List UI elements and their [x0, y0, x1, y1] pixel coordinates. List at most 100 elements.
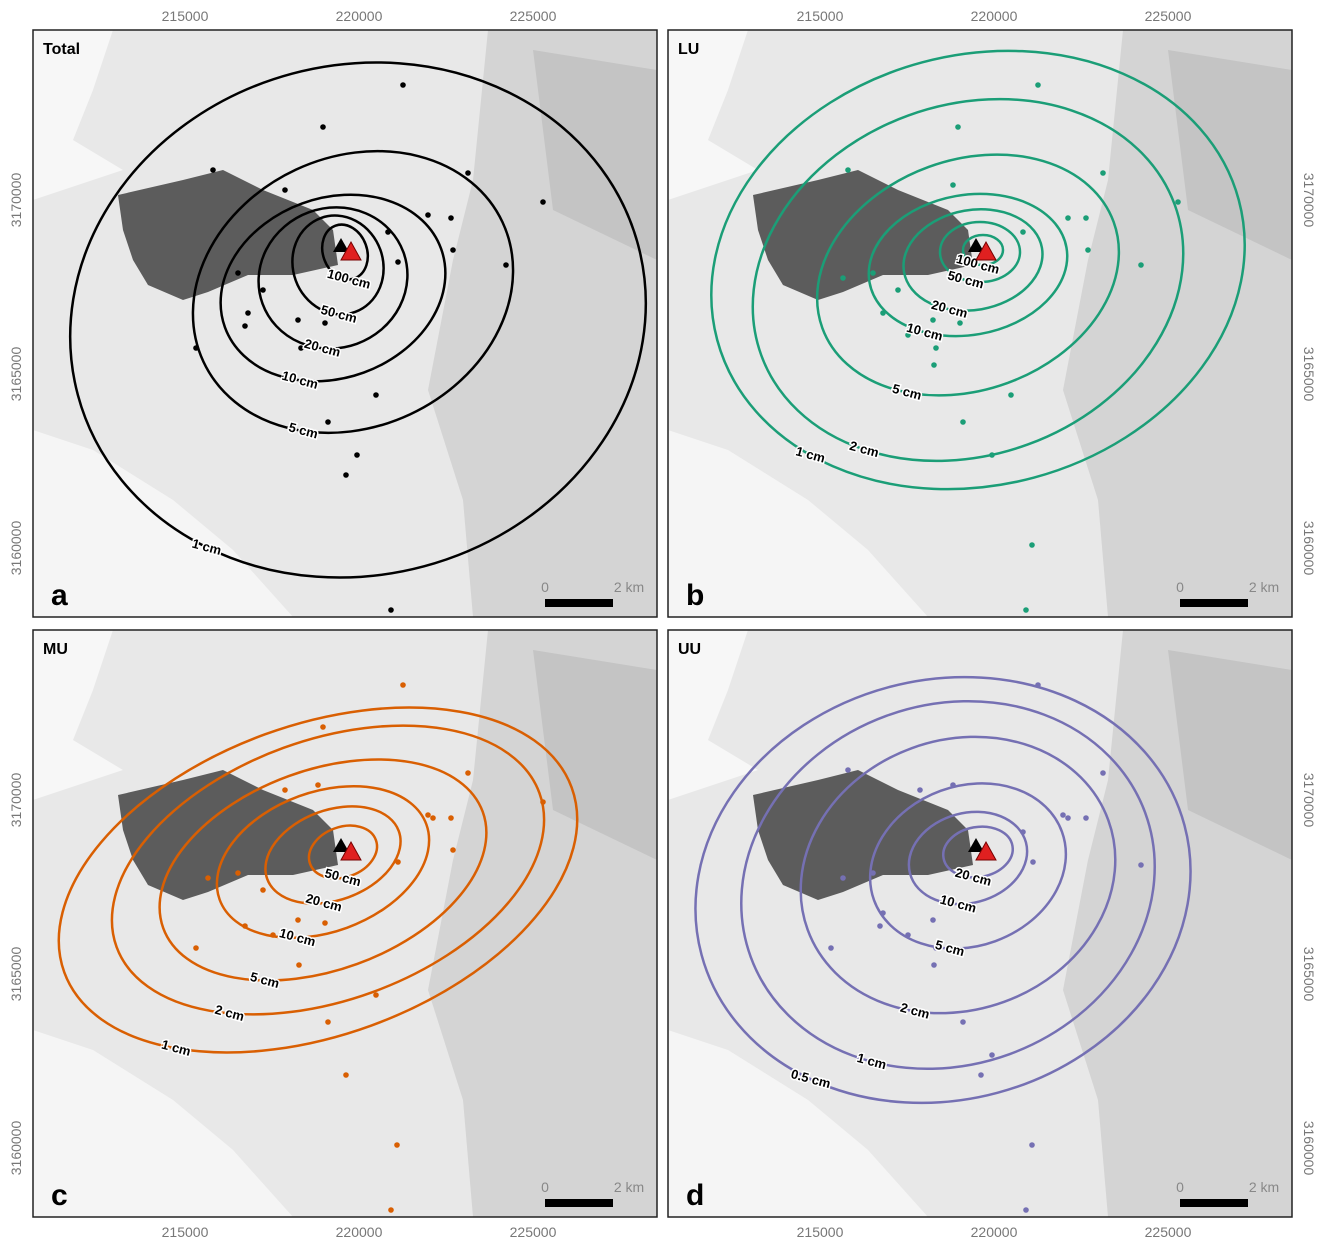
sample-site: [503, 262, 509, 268]
sample-site: [933, 345, 939, 351]
scale-start: 0: [541, 579, 549, 595]
sample-site: [1138, 262, 1144, 268]
sample-site: [448, 215, 454, 221]
sample-site: [295, 917, 301, 923]
sample-site: [235, 870, 241, 876]
panel-letter: b: [686, 579, 704, 612]
sample-site: [955, 124, 961, 130]
coast-plateau: [33, 30, 123, 200]
panel-title: MU: [43, 641, 68, 658]
sample-site: [1029, 542, 1035, 548]
isopach-contour: [938, 220, 1022, 284]
sample-site: [1023, 607, 1029, 613]
panel-title: LU: [678, 41, 699, 58]
sample-site: [917, 787, 923, 793]
x-tick-label: 225000: [1145, 8, 1192, 24]
isopach-contour: [867, 192, 1069, 338]
sample-site: [840, 875, 846, 881]
scale-end: 2 km: [614, 579, 644, 595]
x-tick-label: 215000: [162, 8, 209, 24]
sample-site: [1175, 199, 1181, 205]
contour-label: 5 cm: [287, 419, 320, 441]
x-tick-label: 225000: [1145, 1224, 1192, 1237]
sample-site: [315, 782, 321, 788]
sample-site: [1060, 812, 1066, 818]
isopach-contour: [320, 223, 370, 281]
sample-site: [1008, 392, 1014, 398]
sample-site: [400, 682, 406, 688]
valley-ridges: [533, 650, 657, 860]
sample-site: [295, 317, 301, 323]
sample-site: [210, 167, 216, 173]
sample-site: [245, 310, 251, 316]
sample-site: [1065, 215, 1071, 221]
sample-site: [877, 923, 883, 929]
vent-black: [968, 838, 984, 852]
isopach-contour: [751, 97, 1185, 463]
sample-site: [296, 962, 302, 968]
scale-end: 2 km: [1249, 579, 1279, 595]
sample-site: [840, 275, 846, 281]
sample-site: [282, 187, 288, 193]
sample-site: [425, 212, 431, 218]
isopach-contour: [740, 699, 1156, 1071]
vent-red: [975, 840, 997, 861]
scale-bar: [545, 1199, 613, 1207]
sample-site: [343, 472, 349, 478]
sample-site: [465, 770, 471, 776]
sample-site: [373, 392, 379, 398]
sample-site: [450, 847, 456, 853]
panel-letter: c: [51, 1179, 68, 1212]
y-tick-label: 3170000: [1301, 773, 1317, 828]
y-tick-label: 3160000: [1301, 1121, 1317, 1176]
x-tick-label: 215000: [797, 1224, 844, 1237]
sample-site: [322, 320, 328, 326]
sample-site: [960, 419, 966, 425]
sample-site: [1100, 170, 1106, 176]
sample-site: [388, 607, 394, 613]
scale-start: 0: [1176, 579, 1184, 595]
sample-site: [905, 332, 911, 338]
sample-site: [989, 1052, 995, 1058]
x-tick-label: 225000: [510, 1224, 557, 1237]
south-coast: [33, 430, 293, 617]
y-tick-label: 3170000: [1301, 173, 1317, 228]
sample-site: [465, 170, 471, 176]
vent-red: [975, 240, 997, 261]
south-coast: [668, 1030, 928, 1217]
vent-red: [340, 840, 362, 861]
y-tick-label: 3165000: [1301, 947, 1317, 1002]
scale-start: 0: [1176, 1179, 1184, 1195]
scale-bar: [545, 599, 613, 607]
y-tick-label: 3165000: [1301, 347, 1317, 402]
sample-site: [282, 787, 288, 793]
sample-site: [1030, 859, 1036, 865]
sample-site: [845, 167, 851, 173]
x-tick-label: 220000: [336, 8, 383, 24]
sample-site: [400, 82, 406, 88]
scale-bar: [1180, 1199, 1248, 1207]
sample-site: [1020, 229, 1026, 235]
x-tick-label: 220000: [971, 1224, 1018, 1237]
isopach-contour: [694, 675, 1192, 1105]
vent-black: [333, 838, 349, 852]
vent-black: [968, 238, 984, 252]
lava-flow: [753, 170, 973, 300]
panel-letter: d: [686, 1179, 704, 1212]
panel-title: UU: [678, 641, 701, 658]
isopach-contour: [68, 61, 648, 579]
sample-site: [325, 1019, 331, 1025]
sample-site: [1085, 247, 1091, 253]
sample-site: [870, 270, 876, 276]
sample-site: [957, 320, 963, 326]
sample-site: [394, 1142, 400, 1148]
sample-site: [325, 419, 331, 425]
sample-site: [1029, 1142, 1035, 1148]
y-tick-label: 3170000: [8, 173, 24, 228]
isopach-contour: [961, 233, 1005, 267]
sample-site: [448, 815, 454, 821]
